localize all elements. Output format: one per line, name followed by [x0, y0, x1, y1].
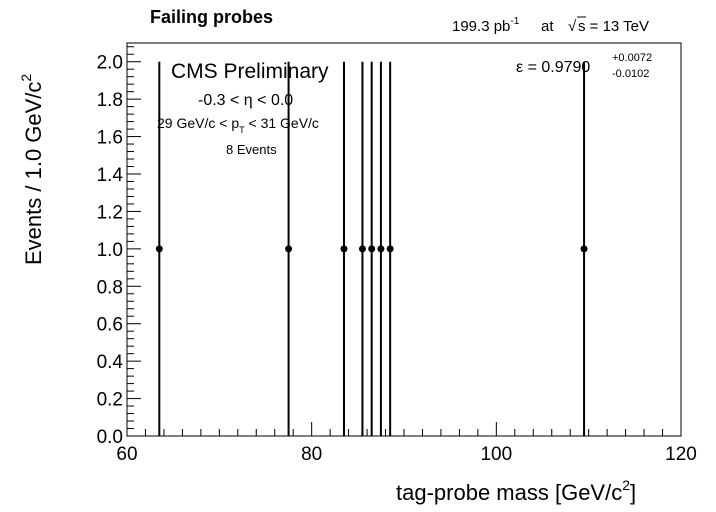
efficiency-error-up: +0.0072	[612, 52, 652, 64]
data-markers	[155, 61, 588, 436]
data-marker	[377, 245, 385, 253]
data-point	[368, 61, 376, 436]
x-tick-label: 60	[116, 444, 137, 465]
pt-left: 29 GeV/c < p	[157, 115, 239, 131]
lumi-value: 199.3 pb	[452, 18, 510, 35]
x-tick-label: 100	[480, 444, 512, 465]
y-axis-title-sup: 2	[18, 74, 34, 82]
x-axis-title-end: ]	[630, 480, 636, 505]
x-axis-title-text: tag-probe mass [GeV/c	[396, 480, 622, 505]
data-point	[285, 61, 293, 436]
data-marker	[285, 245, 293, 253]
data-marker	[580, 245, 588, 253]
svg-text:199.3 pb-1: 199.3 pb-1	[452, 16, 520, 35]
data-marker	[358, 245, 366, 253]
y-tick-label: 1.2	[97, 202, 123, 223]
pt-range-label: 29 GeV/c < pT < 31 GeV/c	[157, 115, 319, 135]
y-axis-title: Events / 1.0 GeV/c2	[18, 74, 46, 265]
y-tick-label: 0.8	[97, 277, 123, 298]
events-label: 8 Events	[226, 142, 277, 157]
y-tick-label: 1.8	[97, 90, 123, 111]
data-marker	[155, 245, 163, 253]
energy-label: s = 13 TeV	[578, 18, 649, 35]
experiment-label: CMS Preliminary	[171, 60, 329, 83]
y-tick-label: 0.6	[97, 315, 123, 336]
y-tick-label: 1.6	[97, 128, 123, 149]
data-point	[358, 61, 366, 436]
eta-range-label: -0.3 < η < 0.0	[198, 92, 293, 109]
data-point	[580, 61, 588, 436]
lumi-at: at	[541, 18, 554, 35]
y-tick-label: 0.4	[97, 352, 124, 373]
efficiency-error-down: -0.0102	[612, 68, 649, 80]
chart-title: Failing probes	[150, 7, 273, 27]
pt-subscript: T	[239, 125, 245, 135]
efficiency-label: ε = 0.9790	[516, 59, 590, 76]
y-tick-label: 0.2	[97, 390, 123, 411]
y-tick-label: 2.0	[97, 53, 123, 74]
data-marker	[340, 245, 348, 253]
x-tick-label: 80	[301, 444, 322, 465]
x-axis-title-sup: 2	[622, 477, 630, 493]
data-point	[340, 61, 348, 436]
data-point	[155, 61, 163, 436]
y-tick-label: 0.0	[97, 427, 123, 448]
pt-right: < 31 GeV/c	[245, 115, 319, 131]
lumi-exponent: -1	[510, 16, 519, 27]
data-marker	[368, 245, 376, 253]
y-tick-label: 1.4	[97, 165, 124, 186]
data-point	[386, 61, 394, 436]
sqrt-symbol: √	[568, 18, 577, 35]
luminosity-label: 199.3 pb-1 at √ s = 13 TeV	[452, 16, 649, 35]
x-tick-label: 120	[665, 444, 697, 465]
y-axis: 0.0 0.2 0.4 0.6 0.8 1.0 1.2 1.4 1.6 1.8 2.0	[97, 46, 141, 448]
x-axis-title: tag-probe mass [GeV/c2]	[396, 477, 636, 505]
x-axis: 60 80 100 120	[116, 422, 697, 465]
y-tick-label: 1.0	[97, 240, 123, 261]
data-marker	[386, 245, 394, 253]
data-point	[377, 61, 385, 436]
y-axis-title-text: Events / 1.0 GeV/c	[21, 82, 46, 265]
